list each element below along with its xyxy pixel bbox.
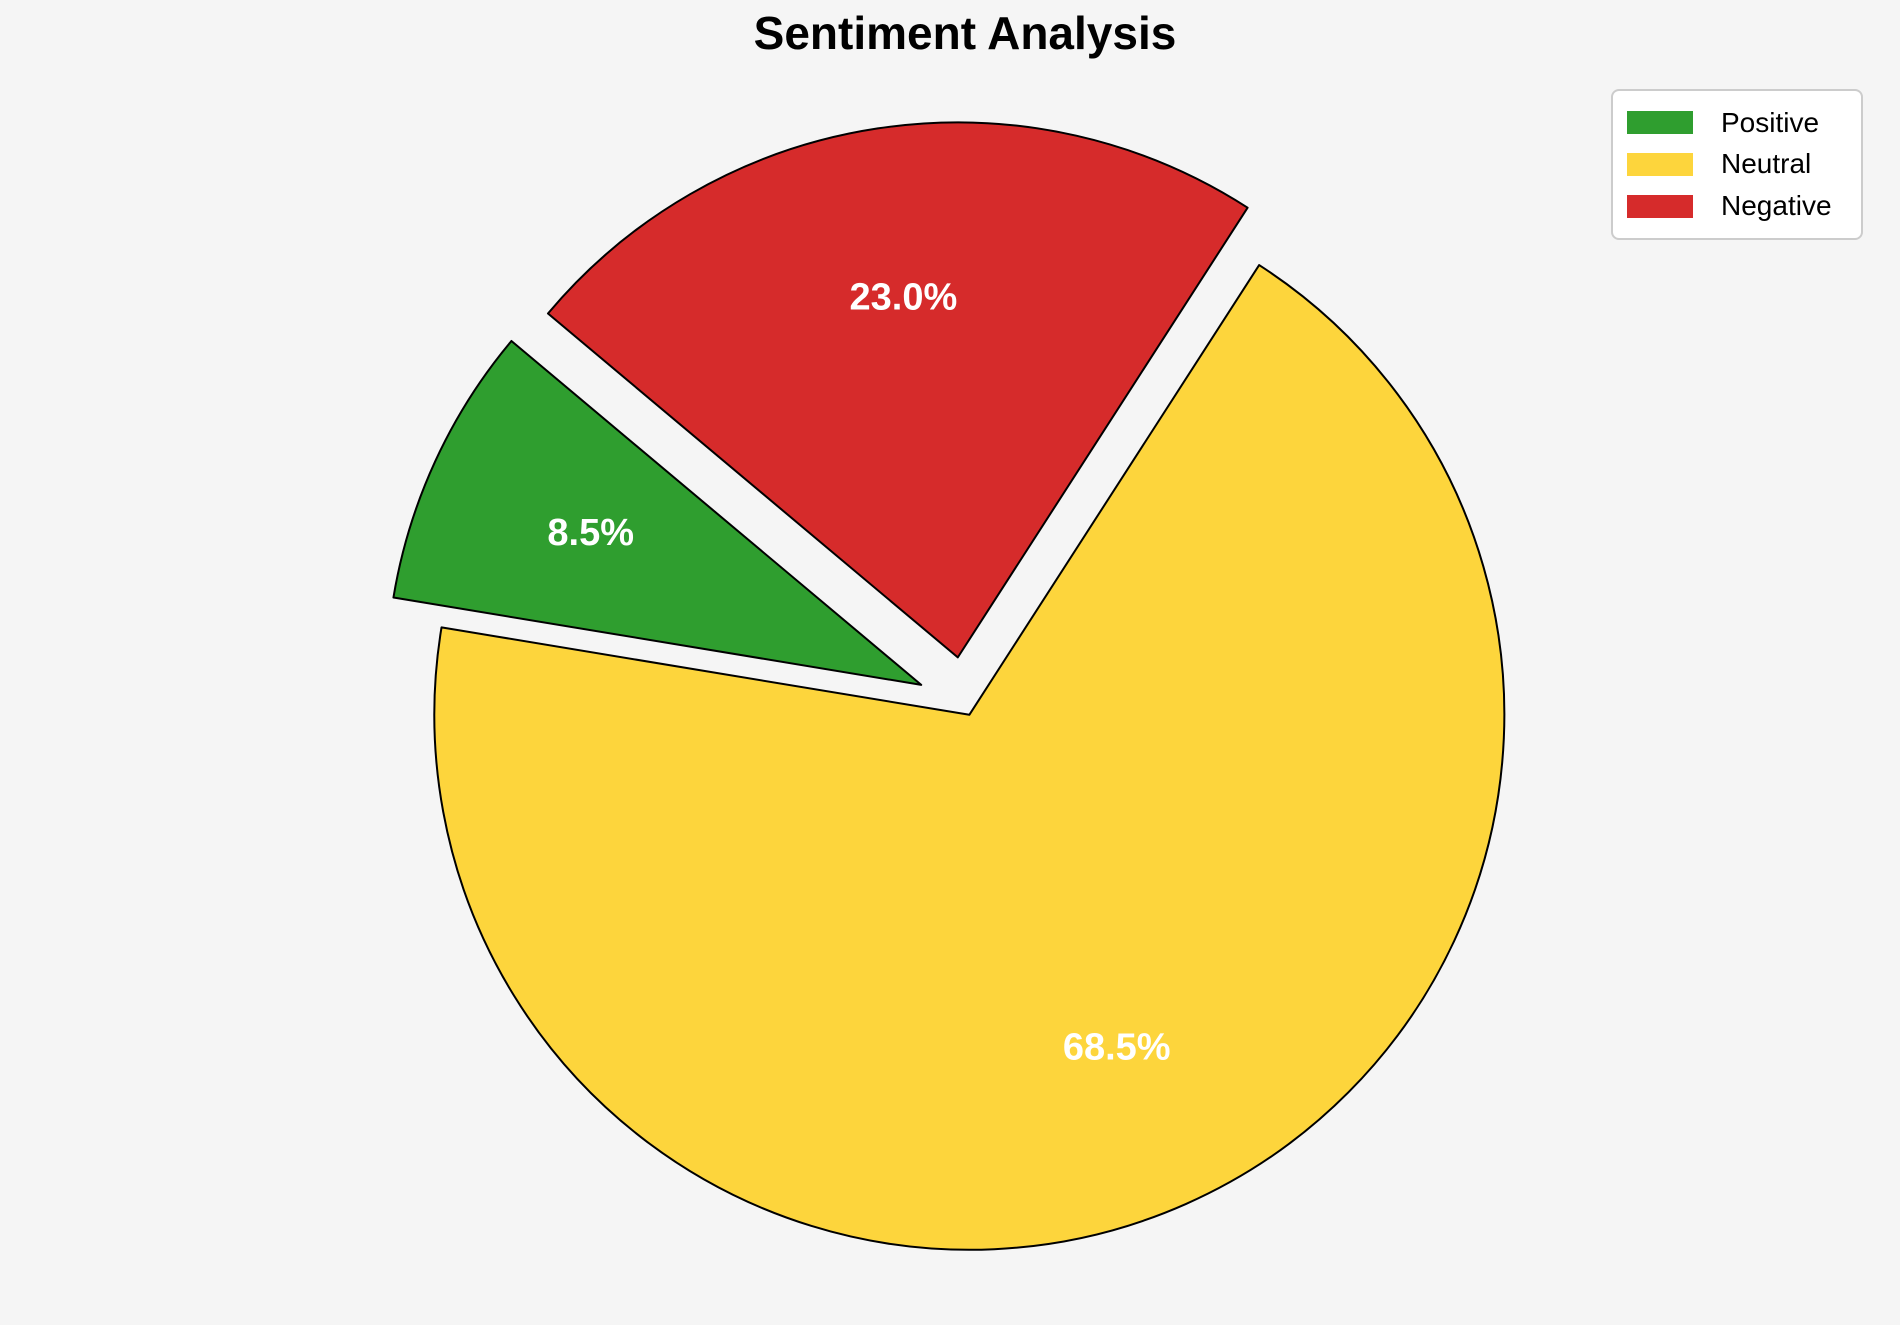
legend-label: Negative (1721, 190, 1832, 222)
pie-slice-negative (546, 121, 1249, 659)
legend: Positive Neutral Negative (1611, 89, 1863, 240)
legend-label: Neutral (1721, 148, 1812, 180)
pie-percent-label-negative: 23.0% (850, 277, 958, 319)
legend-item-positive: Positive (1627, 106, 1847, 138)
legend-item-neutral: Neutral (1627, 150, 1847, 178)
legend-item-negative: Negative (1627, 192, 1847, 220)
legend-swatch-neutral (1627, 152, 1693, 176)
legend-label: Positive (1721, 106, 1820, 138)
pie-percent-label-positive: 8.5% (547, 512, 634, 554)
pie-slice-neutral (433, 264, 1506, 1251)
legend-swatch-negative (1627, 194, 1693, 218)
pie-slice-positive (392, 339, 923, 686)
pie-percent-label-neutral: 68.5% (1063, 1026, 1171, 1068)
chart-title: Sentiment Analysis (753, 7, 1177, 59)
legend-swatch-positive (1627, 111, 1693, 135)
